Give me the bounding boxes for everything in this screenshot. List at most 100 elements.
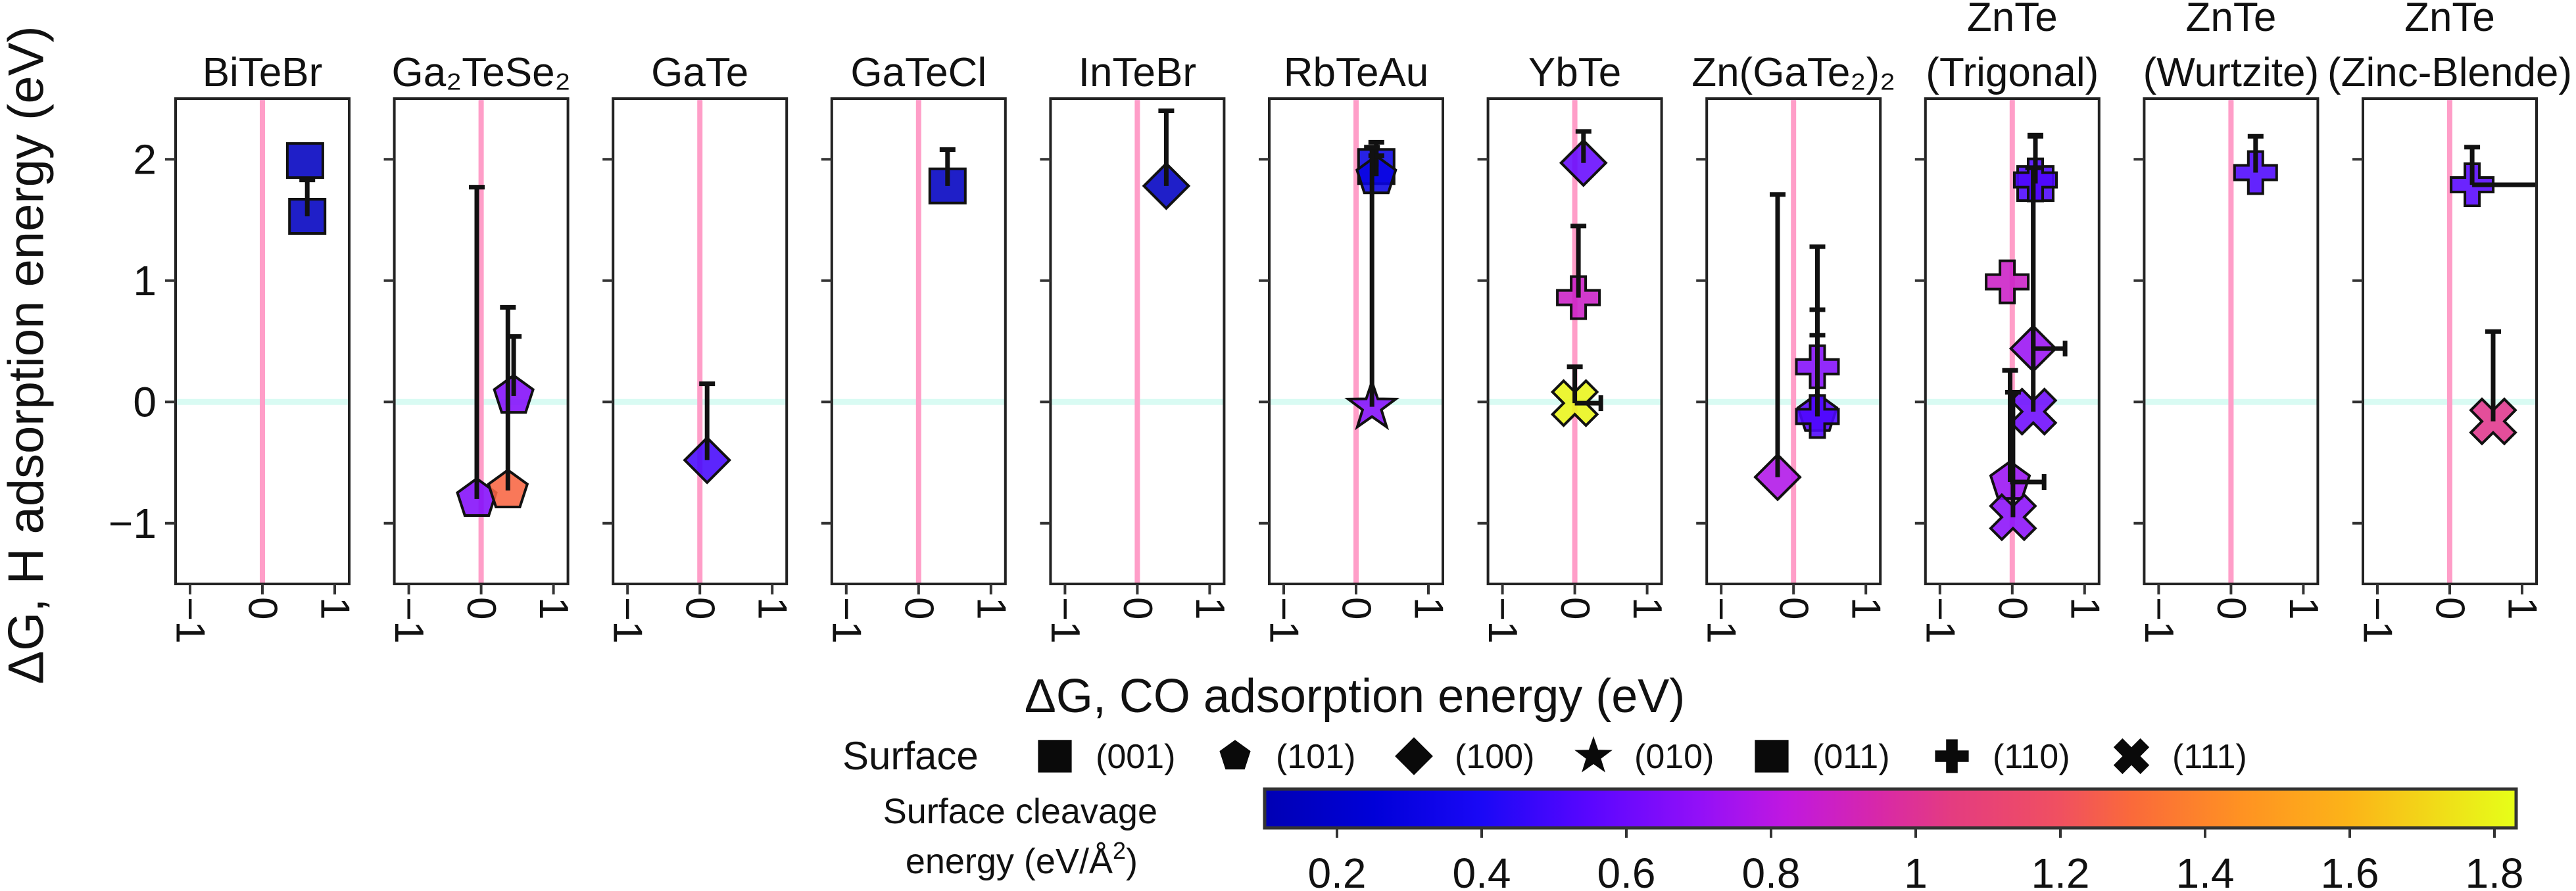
legend-item: (111) [2113,738,2247,776]
legend-marker-square-icon [1038,740,1072,773]
x-tick-label: 1 [968,597,1013,619]
plot-area [613,99,787,584]
panel: YbTe −1 0 1 [1477,50,1670,644]
x-tick-label: −1 [1042,597,1088,644]
colorbar: Surface cleavage energy (eV/Å2) 0.2 0.4 0.… [883,787,2523,891]
panel-title: ZnTe [2185,0,2276,40]
legend-marker-x-icon [2113,738,2150,775]
colorbar-bar [1263,787,2518,830]
panel-title: InTeBr [1079,50,1196,95]
x-tick-label: 1 [2062,597,2107,619]
colorbar-label-end: ) [1126,842,1138,881]
x-tick-label: −1 [168,597,213,644]
x-tick-label: 0 [1989,597,2035,619]
x-tick-label: 1 [1843,597,1889,619]
x-tick-label: 1 [1187,597,1232,619]
panel: ZnTe (Wurtzite) −1 0 1 [2133,0,2326,644]
colorbar-tick-label: 1 [1904,850,1928,891]
x-tick-label: −1 [823,597,869,644]
x-tick-label: −1 [605,597,650,644]
panel-title: Zn(GaTe₂)₂ [1691,50,1895,95]
legend-title: Surface [842,734,979,778]
x-axis-label: ΔG, CO adsorption energy (eV) [1025,670,1686,723]
colorbar-label-main: energy (eV/Å [906,842,1113,881]
x-tick-label: 0 [1552,597,1597,619]
data-point-x [2469,397,2517,446]
x-tick-label: −1 [1699,597,1744,644]
legend-item: (101) [1219,738,1355,776]
y-tick-label: 1 [133,257,157,304]
legend: Surface (001) (101) (100) (010) (011) (110) (1… [842,734,2247,778]
x-tick-label: 0 [458,597,504,619]
plot-area [1707,99,1881,584]
colorbar-label-sup: 2 [1113,837,1126,864]
panel: InTeBr −1 0 1 [1040,50,1232,644]
legend-marker-square-icon [1755,740,1789,773]
panel: RbTeAu −1 0 1 [1259,50,1451,644]
x-tick-label: 0 [1334,597,1379,619]
x-tick-label: 0 [1771,597,1816,619]
data-point-diamond [1559,138,1608,187]
x-tick-label: −1 [2355,597,2400,644]
x-tick-label: −1 [1917,597,1962,644]
legend-item: (110) [1935,738,2070,776]
panel-title: RbTeAu [1284,50,1429,95]
x-tick-label: 1 [2281,597,2326,619]
legend-item: (100) [1395,737,1534,776]
colorbar-label-line1: Surface cleavage [883,792,1157,831]
panel-title: (Zinc-Blende) [2327,50,2572,95]
panel-title: GaTeCl [850,50,986,95]
legend-label: (111) [2172,738,2247,776]
colorbar-tick-label: 0.8 [1742,850,1801,891]
panel-title: BiTeBr [203,50,323,95]
plot-area [2144,99,2318,584]
colorbar-tick-label: 0.2 [1308,850,1367,891]
legend-label: (011) [1812,738,1890,776]
colorbar-tick-label: 0.4 [1453,850,1511,891]
legend-item: (011) [1755,738,1890,776]
panel-title: Ga₂TeSe₂ [392,50,571,95]
y-tick-label: −1 [109,500,157,547]
panel-title: ZnTe [1967,0,2058,40]
plot-area [1269,99,1443,584]
plot-area [176,99,349,584]
legend-label: (100) [1455,738,1534,776]
x-tick-label: −1 [2136,597,2181,644]
panel: Zn(GaTe₂)₂ −1 0 1 [1691,50,1895,644]
panel: BiTeBr 2 1 0 −1 −1 0 1 [109,50,357,644]
panel: ZnTe (Zinc-Blende) −1 0 1 [2327,0,2572,644]
legend-marker-plus-icon [1935,739,1969,773]
plot-area [1050,99,1225,584]
panel: GaTeCl −1 0 1 [821,50,1013,644]
legend-marker-diamond-icon [1395,737,1433,775]
data-point-plus [1795,394,1840,439]
x-tick-label: 1 [531,597,576,619]
colorbar-tick-label: 1.2 [2031,850,2090,891]
colorbar-label-line2: energy (eV/Å2) [906,837,1138,881]
panel: ZnTe (Trigonal) −1 0 1 [1914,0,2107,644]
panel: Ga₂TeSe₂ −1 0 1 [383,50,576,644]
plot-area [1925,99,2099,584]
panel-title: YbTe [1528,50,1621,95]
data-point-square [285,142,324,180]
plot-area [831,99,1006,584]
legend-label: (001) [1096,738,1175,776]
legend-item: (001) [1038,738,1175,776]
legend-label: (010) [1634,738,1714,776]
colorbar-tick-label: 0.6 [1597,850,1656,891]
x-tick-label: 0 [2208,597,2254,619]
panel-title: ZnTe [2404,0,2495,40]
legend-label: (110) [1993,738,2070,776]
x-tick-label: 0 [677,597,723,619]
x-tick-label: −1 [386,597,431,644]
x-tick-label: 1 [1406,597,1451,619]
x-tick-label: 1 [750,597,795,619]
x-tick-label: −1 [1261,597,1307,644]
panel-title: GaTe [651,50,748,95]
x-tick-label: 0 [2427,597,2473,619]
y-tick-label: 0 [133,378,157,425]
x-tick-label: 0 [1115,597,1160,619]
panel-title: (Trigonal) [1926,50,2099,95]
